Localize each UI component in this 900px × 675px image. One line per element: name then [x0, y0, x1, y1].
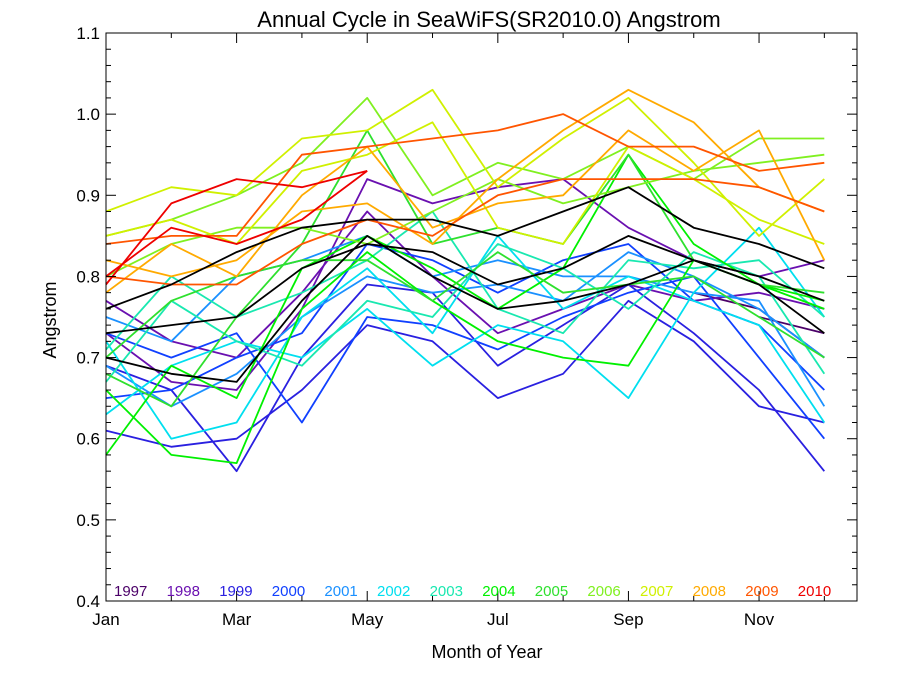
legend-item-2004: 2004 [482, 583, 515, 600]
y-tick-label: 0.4 [76, 592, 100, 611]
series-line-black-30 [105, 235, 825, 383]
series-line-2008-22 [105, 88, 825, 278]
y-tick-label: 0.7 [76, 349, 100, 368]
series-line-2010-26 [105, 170, 368, 286]
y-tick-label: 1.1 [76, 24, 100, 43]
y-tick-label: 0.8 [76, 267, 100, 286]
series-line-2003-12 [105, 210, 825, 351]
y-tick-label: 0.6 [76, 430, 100, 449]
series-line-2003-13 [105, 243, 826, 383]
x-tick-label: Nov [744, 610, 775, 629]
y-tick-label: 1.0 [76, 105, 100, 124]
series-line-2006-18 [105, 97, 825, 237]
series-line-2000-6 [105, 275, 826, 440]
series-line-black-29 [105, 235, 825, 335]
y-tick-label: 0.9 [76, 186, 100, 205]
legend-item-2001: 2001 [324, 583, 357, 600]
x-tick-label: Jan [92, 610, 119, 629]
series-line-2006-19 [105, 153, 825, 278]
legend-item-2006: 2006 [587, 583, 620, 600]
series-line-1999-5 [105, 299, 825, 448]
series-line-2007-21 [105, 121, 825, 245]
series-line-2005-16 [105, 251, 825, 359]
x-tick-label: May [351, 610, 384, 629]
legend-item-2002: 2002 [377, 583, 410, 600]
x-tick-label: Jul [487, 610, 509, 629]
legend: 1997 1998 1999 2000 2001 2002 2003 2004 2005 2006… [114, 583, 831, 600]
x-tick-label: Sep [613, 610, 643, 629]
legend-item-2003: 2003 [430, 583, 463, 600]
legend-item-2009: 2009 [745, 583, 778, 600]
y-tick-label: 0.5 [76, 511, 100, 530]
series-line-2002-11 [105, 235, 826, 440]
y-axis-label: Angstrom [40, 281, 60, 358]
legend-item-1999: 1999 [219, 583, 252, 600]
legend-item-2007: 2007 [640, 583, 673, 600]
series-layer [105, 88, 826, 473]
legend-item-1998: 1998 [167, 583, 200, 600]
legend-item-1997: 1997 [114, 583, 147, 600]
series-line-2009-24 [105, 113, 825, 245]
series-line-black-28 [105, 186, 825, 310]
series-line-2007-20 [105, 88, 825, 237]
legend-item-2005: 2005 [535, 583, 568, 600]
chart-title: Annual Cycle in SeaWiFS(SR2010.0) Angstr… [257, 7, 720, 32]
series-line-2009-25 [105, 178, 825, 286]
x-axis-label: Month of Year [431, 642, 542, 662]
series-line-2004-15 [105, 153, 825, 456]
legend-item-2000: 2000 [272, 583, 305, 600]
x-tick-label: Mar [222, 610, 252, 629]
series-line-1999-4 [105, 283, 826, 473]
axes-layer: 0.4 0.5 0.6 0.7 0.8 0.9 1.0 1.1 Jan Mar May Jul Sep N… [76, 24, 858, 629]
series-line-2002-10 [105, 226, 826, 416]
series-line-1998-2 [105, 210, 825, 359]
legend-item-2010: 2010 [798, 583, 831, 600]
series-line-2010-27 [105, 170, 368, 278]
legend-item-2008: 2008 [693, 583, 726, 600]
plot-frame [105, 32, 858, 602]
